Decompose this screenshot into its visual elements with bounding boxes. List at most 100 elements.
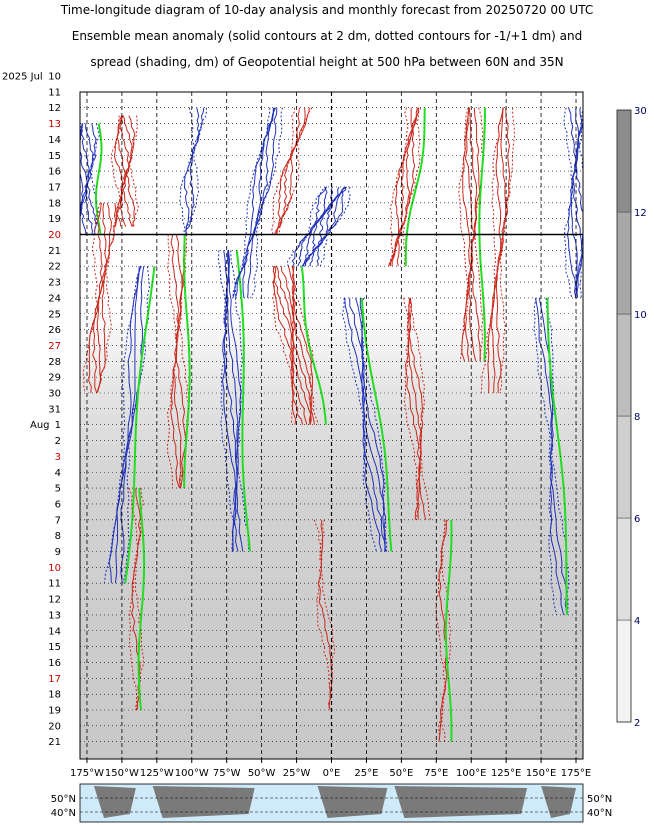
date-label: 19 — [48, 214, 61, 225]
region-map-strip: 50°N 50°N 40°N 40°N — [51, 783, 612, 823]
anomaly-contour-pos — [292, 266, 320, 425]
anomaly-contour-pos — [441, 519, 452, 742]
date-label: 30 — [48, 389, 61, 400]
date-label: 13 — [48, 119, 61, 130]
anomaly-contour-pos — [481, 107, 504, 394]
anomaly-contour-pos — [287, 266, 312, 425]
anomaly-contour-neg — [355, 297, 387, 552]
anomaly-contour-layer — [80, 107, 583, 742]
longitude-label: 25°W — [283, 768, 311, 779]
anomaly-contour-pos — [119, 115, 130, 227]
anomaly-contour-pos — [499, 107, 516, 394]
longitude-label: 150°W — [105, 768, 139, 779]
anomaly-contour-pos — [276, 107, 300, 235]
longitude-label: 50°W — [248, 768, 276, 779]
longitude-axis-labels: 175°W 150°W 125°W 100°W 75°W 50°W 25°W 0°E 25°E 5… — [70, 768, 591, 779]
longitude-label: 100°W — [175, 768, 209, 779]
colorbar-tick-label: 10 — [634, 310, 647, 321]
date-label: 14 — [48, 135, 61, 146]
date-label: 3 — [55, 452, 61, 463]
date-label: 20 — [48, 230, 61, 241]
colorbar-segment — [616, 109, 632, 213]
date-label: 5 — [55, 484, 61, 495]
colorbar-tick-label: 6 — [634, 514, 640, 525]
longitude-label: 0°E — [323, 768, 341, 779]
longitude-label: 75°W — [213, 768, 241, 779]
anomaly-contour-neg — [217, 250, 235, 552]
anomaly-contour-pos — [122, 115, 133, 227]
anomaly-contour-pos — [313, 519, 331, 711]
anomaly-contour-neg — [250, 107, 283, 299]
anomaly-contour-pos — [435, 519, 446, 742]
longitude-label: 125°W — [140, 768, 174, 779]
map-land — [394, 786, 528, 818]
date-label: 29 — [48, 373, 61, 384]
colorbar-tick-label: 2 — [634, 718, 640, 729]
date-label: 17 — [48, 674, 61, 685]
date-label: 31 — [48, 404, 61, 415]
anomaly-contour-neg — [247, 107, 278, 298]
date-label: 23 — [48, 278, 61, 289]
longitude-label: 175°W — [70, 768, 104, 779]
longitude-label: 75°E — [424, 768, 448, 779]
date-label: 12 — [48, 595, 61, 606]
longitude-label: 175°E — [561, 768, 591, 779]
anomaly-contour-pos — [275, 107, 306, 235]
date-label: 25 — [48, 309, 61, 320]
date-label: 22 — [48, 262, 61, 273]
anomaly-contour-neg — [361, 297, 388, 552]
zero-contour — [300, 266, 327, 425]
colorbar-frame — [616, 109, 632, 723]
date-label: 18 — [48, 198, 61, 209]
date-label: 9 — [55, 547, 61, 558]
map-lat-label: 50°N — [587, 794, 612, 805]
longitude-label: 100°E — [456, 768, 486, 779]
date-label: 13 — [48, 610, 61, 621]
colorbar-tick-label: 4 — [634, 616, 640, 627]
colorbar-segment — [616, 313, 632, 417]
longitude-label: 125°E — [491, 768, 521, 779]
anomaly-contour-pos — [401, 107, 422, 267]
spread-colorbar: 2 4 6 8 10 12 30 — [616, 106, 647, 729]
anomaly-contour-neg — [225, 250, 239, 552]
anomaly-contour-pos — [409, 297, 431, 520]
date-label: 15 — [48, 642, 61, 653]
date-label: 14 — [48, 626, 61, 637]
anomaly-contour-neg — [223, 250, 239, 552]
map-lat-label: 40°N — [51, 808, 76, 819]
anomaly-contour-neg — [566, 107, 577, 299]
date-label: 10 — [48, 72, 61, 83]
date-label: 11 — [48, 579, 61, 590]
anomaly-contour-neg — [572, 107, 583, 298]
date-label: 16 — [48, 167, 61, 178]
anomaly-contour-neg — [359, 297, 387, 552]
anomaly-contour-pos — [271, 107, 295, 235]
anomaly-contour-neg — [227, 250, 244, 552]
map-land — [541, 786, 577, 818]
colorbar-segment — [616, 517, 632, 621]
date-label: 20 — [48, 721, 61, 732]
plot-frame — [79, 91, 584, 760]
colorbar-tick-label: 12 — [634, 208, 647, 219]
date-label: 17 — [48, 182, 61, 193]
zero-contour — [360, 297, 393, 552]
anomaly-contour-pos — [273, 266, 304, 425]
anomaly-contour-neg — [316, 186, 347, 267]
anomaly-contour-pos — [278, 107, 313, 235]
month-label: Aug — [30, 420, 50, 431]
anomaly-contour-pos — [408, 297, 427, 520]
anomaly-contour-neg — [301, 186, 334, 267]
date-label: 4 — [55, 468, 61, 479]
anomaly-contour-neg — [230, 250, 250, 552]
zero-contour — [444, 519, 453, 742]
chart-title-line-1: Time-longitude diagram of 10-day analysi… — [60, 3, 594, 17]
date-label: 21 — [48, 246, 61, 257]
date-label: 8 — [55, 531, 61, 542]
date-label: 1 — [55, 420, 61, 431]
anomaly-contour-pos — [387, 107, 409, 267]
colorbar-segment — [616, 619, 632, 723]
longitude-label: 150°E — [526, 768, 556, 779]
colorbar-tick-label: 30 — [634, 106, 647, 117]
anomaly-contour-neg — [80, 123, 84, 217]
